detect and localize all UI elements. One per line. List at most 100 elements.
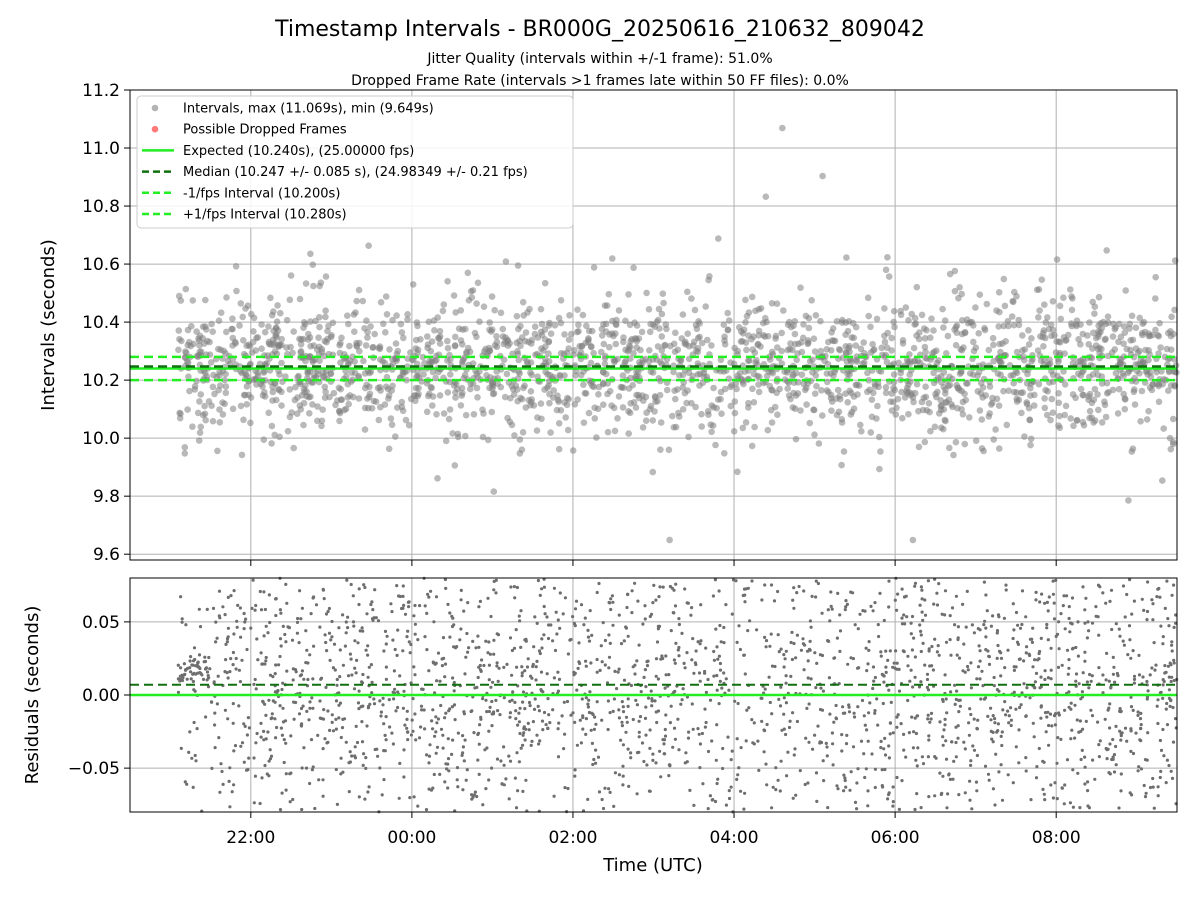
residual-point (654, 657, 659, 661)
residual-point (558, 626, 562, 630)
bottom-ytick-label: 0.00 (82, 686, 120, 706)
residual-point (654, 761, 658, 765)
residual-point (535, 733, 539, 737)
interval-point (753, 356, 760, 364)
residual-point (1047, 743, 1051, 747)
residual-point (677, 654, 681, 658)
residual-point (1152, 641, 1156, 645)
interval-point (811, 431, 818, 439)
residual-point (721, 746, 725, 751)
interval-point (985, 413, 993, 420)
residual-point (1037, 651, 1041, 656)
residual-point (607, 633, 611, 637)
residual-point (1073, 736, 1077, 740)
residual-point (1043, 711, 1048, 715)
residual-point (1073, 703, 1077, 707)
residual-point (214, 620, 218, 624)
interval-point (704, 408, 712, 415)
residual-point (784, 681, 788, 685)
interval-point (861, 359, 868, 367)
residual-point (992, 684, 996, 688)
interval-point (287, 272, 295, 279)
residual-point (975, 789, 979, 793)
residual-point (274, 663, 278, 667)
residual-point (330, 720, 334, 725)
residual-point (330, 713, 334, 717)
residual-point (1071, 768, 1075, 772)
residual-point (715, 723, 719, 727)
interval-point (870, 389, 877, 397)
residual-point (514, 628, 518, 632)
residual-point (343, 644, 347, 648)
residual-point (500, 782, 504, 786)
residual-point (1103, 717, 1107, 721)
residual-point (1127, 624, 1132, 628)
interval-point (330, 389, 338, 397)
residual-point (353, 745, 357, 749)
interval-point (314, 417, 321, 425)
interval-point (502, 338, 509, 346)
interval-point (940, 369, 948, 376)
residual-point (431, 661, 436, 665)
residual-point (206, 674, 210, 678)
residual-point (961, 602, 965, 607)
residual-point (830, 731, 835, 735)
interval-point (561, 399, 568, 406)
residual-point (963, 747, 967, 751)
residual-point (571, 615, 575, 619)
residual-point (779, 759, 783, 763)
residual-point (900, 587, 904, 591)
residual-point (884, 670, 888, 675)
residual-point (538, 593, 542, 598)
residual-point (1014, 745, 1018, 749)
interval-point (493, 338, 501, 346)
interval-point (229, 315, 236, 323)
interval-point (963, 316, 971, 323)
residual-point (893, 598, 897, 602)
residual-point (568, 638, 572, 642)
residual-point (516, 723, 520, 727)
interval-point (740, 326, 748, 334)
interval-point (384, 385, 392, 393)
interval-point (586, 377, 593, 385)
residual-point (712, 649, 716, 654)
residual-point (247, 756, 251, 760)
residual-point (1069, 737, 1073, 741)
residual-point (808, 639, 812, 644)
residual-point (900, 616, 904, 620)
residual-points (176, 576, 1179, 814)
interval-point (265, 409, 273, 417)
residual-point (1096, 720, 1100, 724)
residual-point (883, 736, 887, 741)
interval-point (989, 399, 996, 407)
residual-point (556, 755, 561, 759)
interval-point (649, 369, 657, 376)
residual-point (262, 634, 266, 638)
interval-point (683, 399, 690, 407)
residual-point (941, 743, 945, 747)
interval-point (278, 341, 285, 349)
residual-point (716, 657, 720, 661)
interval-point (745, 332, 752, 339)
residual-point (195, 663, 199, 667)
residual-point (515, 665, 519, 669)
residual-point (1142, 608, 1146, 613)
interval-point (412, 384, 420, 392)
residual-point (886, 797, 890, 801)
interval-point (207, 359, 215, 366)
interval-point (334, 397, 341, 404)
residual-point (1089, 708, 1093, 712)
interval-point (797, 407, 804, 414)
residual-point (390, 731, 394, 735)
residual-point (927, 795, 931, 799)
residual-point (1052, 601, 1056, 605)
residual-point (346, 674, 351, 678)
residual-point (1139, 711, 1143, 716)
interval-point (428, 384, 435, 392)
residual-point (651, 752, 655, 756)
residual-point (654, 598, 658, 602)
residual-point (997, 770, 1001, 774)
residual-point (198, 666, 202, 671)
residual-point (455, 766, 460, 770)
interval-point (835, 408, 843, 416)
